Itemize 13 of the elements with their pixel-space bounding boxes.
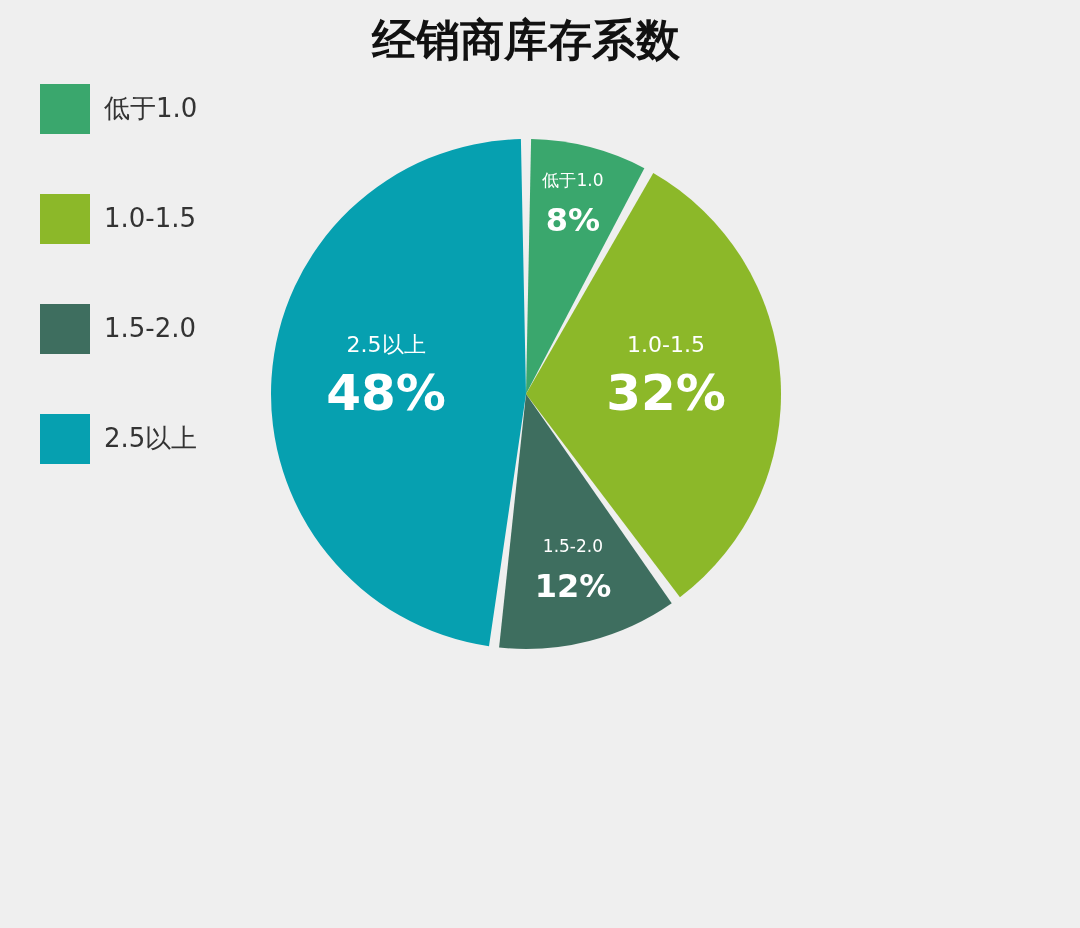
legend-label: 1.0-1.5 xyxy=(104,203,197,233)
data-label: 32% xyxy=(606,364,726,423)
slice-label: 低于1.0 xyxy=(542,170,604,191)
data-label: 48% xyxy=(326,364,446,423)
chart-title: 经销商库存系数 xyxy=(371,14,681,65)
data-label: 12% xyxy=(534,566,612,605)
slice-label: 2.5以上 xyxy=(346,332,426,358)
legend-label: 2.5以上 xyxy=(104,423,198,453)
slice-label: 1.0-1.5 xyxy=(627,332,705,358)
legend-label: 1.5-2.0 xyxy=(104,313,197,343)
slice-label: 1.5-2.0 xyxy=(542,535,604,556)
legend-label: 低于1.0 xyxy=(104,93,198,123)
data-label: 8% xyxy=(545,201,601,240)
